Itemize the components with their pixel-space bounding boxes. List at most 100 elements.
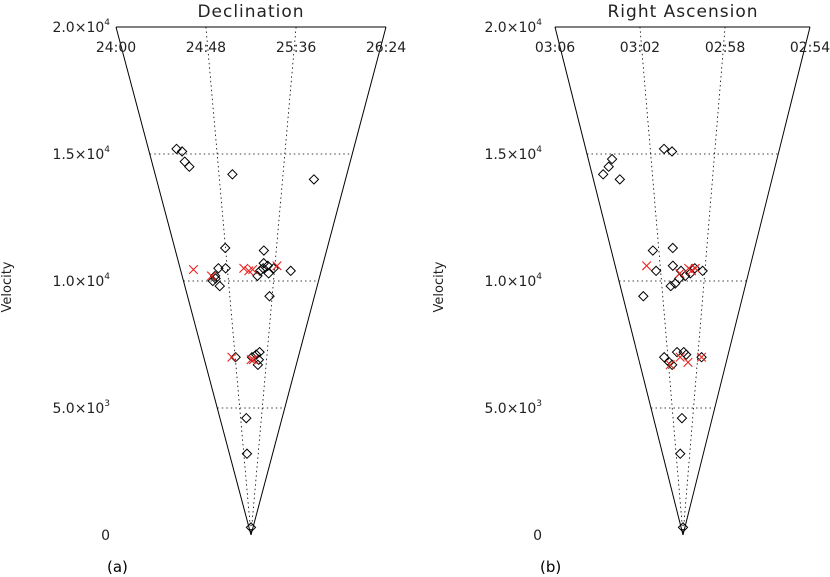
galaxy-diamond-marker — [606, 153, 618, 165]
galaxy-diamond-marker — [676, 412, 688, 424]
galaxy-diamond-marker — [230, 351, 241, 363]
highlight-cross-marker — [188, 264, 199, 275]
y-tick-exponent: 4 — [104, 18, 110, 28]
galaxy-diamond-marker — [650, 265, 662, 277]
galaxy-diamond-marker — [171, 143, 182, 155]
highlight-cross-marker — [272, 261, 282, 271]
galaxy-diamond-marker — [241, 448, 253, 460]
galaxy-diamond-marker — [689, 262, 701, 274]
panel-right-ascension: Right Ascension Velocity 05.0×1031.0×104… — [432, 2, 830, 576]
galaxy-diamond-marker — [308, 174, 320, 185]
galaxy-diamond-marker — [176, 146, 188, 157]
chart-title-declination: Declination — [197, 2, 304, 22]
galaxy-diamond-marker — [240, 412, 252, 424]
radial-grid-line — [205, 26, 252, 536]
panel-declination: Declination Velocity 0 5.0×103 1.0×104 1.5×… — [0, 2, 406, 576]
galaxy-diamond-marker — [285, 265, 297, 277]
galaxy-diamond-marker — [220, 262, 231, 274]
y-tick-label: 5.0×103 — [52, 399, 110, 417]
y-tick-mantissa: 1.5×10 — [484, 147, 536, 163]
highlight-cross-marker — [246, 355, 256, 365]
y-tick-exponent: 4 — [536, 272, 542, 282]
highlight-cross-marker — [665, 360, 675, 370]
grid-lines — [149, 26, 353, 536]
highlight-cross-marker — [227, 352, 237, 362]
galaxy-diamond-marker — [647, 245, 659, 256]
y-tick-exponent: 4 — [536, 145, 542, 155]
y-tick-mantissa: 5.0×10 — [52, 401, 104, 417]
cross-stroke — [248, 264, 258, 275]
galaxy-diamond-marker — [254, 346, 265, 358]
panel-label-b: (b) — [540, 558, 561, 576]
galaxy-diamond-marker — [213, 262, 224, 274]
galaxy-diamond-marker — [680, 349, 692, 360]
galaxy-diamond-marker — [597, 169, 609, 180]
cross-stroke — [272, 261, 282, 271]
y-tick-label: 1.5×104 — [52, 145, 110, 163]
y-tick-exponent: 4 — [536, 18, 542, 28]
y-tick-exponent: 4 — [104, 145, 110, 155]
y-tick-mantissa: 2.0×10 — [484, 20, 536, 36]
galaxy-diamond-marker — [658, 143, 670, 155]
cross-stroke — [206, 271, 217, 281]
cross-stroke — [696, 352, 707, 362]
galaxy-diamond-marker — [253, 354, 265, 366]
y-tick-label: 1.0×104 — [52, 272, 110, 290]
wedge-right-edge — [250, 26, 387, 536]
galaxy-diamond-marker — [207, 275, 219, 287]
angle-tick-label: 02:58 — [705, 40, 745, 56]
y-tick-mantissa: 5.0×10 — [484, 401, 536, 417]
y-tick-exponent: 3 — [104, 399, 110, 409]
highlight-cross-marker — [675, 352, 685, 362]
galaxy-diamond-marker — [179, 156, 191, 167]
y-tick-mantissa: 1.5×10 — [52, 147, 104, 163]
y-tick-mantissa: 1.0×10 — [484, 274, 536, 290]
chart-title-right-ascension: Right Ascension — [608, 2, 759, 22]
panel-label-a: (a) — [107, 558, 128, 576]
cross-stroke — [675, 352, 685, 362]
y-tick-label: 0 — [101, 528, 110, 544]
grid-lines — [587, 26, 779, 536]
y-tick-label: 1.0×104 — [484, 272, 542, 290]
galaxy-diamond-marker — [209, 270, 221, 282]
galaxy-diamond-marker — [214, 280, 226, 292]
galaxy-diamond-marker — [250, 349, 262, 360]
highlight-cross-marker — [641, 261, 652, 271]
galaxy-diamond-marker — [227, 169, 238, 180]
galaxy-diamond-marker — [254, 265, 266, 277]
angle-tick-label: 26:24 — [366, 40, 406, 56]
y-tick-mantissa: 0 — [101, 528, 110, 544]
angle-tick-label: 03:02 — [620, 40, 660, 56]
galaxy-diamond-marker — [245, 522, 257, 533]
cross-stroke — [227, 352, 237, 362]
cross-stroke — [239, 263, 249, 273]
y-tick-label: 5.0×103 — [484, 399, 542, 417]
galaxy-diamond-marker — [666, 146, 678, 157]
galaxy-diamond-marker — [264, 290, 275, 302]
highlight-cross-marker — [248, 264, 258, 275]
galaxy-diamond-marker — [263, 268, 274, 279]
y-axis-label: Velocity — [0, 261, 15, 312]
galaxy-diamond-marker — [667, 242, 679, 254]
angle-tick-labels: 03:06 03:02 02:58 02:54 — [535, 40, 830, 56]
galaxy-diamond-marker — [658, 351, 670, 363]
y-axis-label: Velocity — [432, 261, 447, 312]
galaxy-diamond-marker — [674, 448, 686, 460]
y-tick-exponent: 4 — [104, 272, 110, 282]
angle-tick-label: 02:54 — [790, 40, 830, 56]
y-tick-exponent: 3 — [536, 399, 542, 409]
galaxy-diamond-marker — [671, 346, 683, 358]
cross-stroke — [690, 263, 701, 273]
galaxy-diamond-marker — [257, 262, 269, 274]
galaxy-diamond-marker — [697, 265, 708, 277]
y-tick-mantissa: 2.0×10 — [52, 20, 104, 36]
galaxy-diamond-marker — [603, 161, 614, 173]
galaxy-diamond-marker — [184, 161, 195, 173]
y-tick-label: 2.0×104 — [52, 18, 110, 36]
angle-tick-label: 24:48 — [186, 40, 226, 56]
galaxy-diamond-marker — [696, 351, 707, 363]
cross-stroke — [683, 357, 693, 367]
highlight-cross-marker — [690, 263, 701, 273]
data-markers — [597, 143, 708, 533]
